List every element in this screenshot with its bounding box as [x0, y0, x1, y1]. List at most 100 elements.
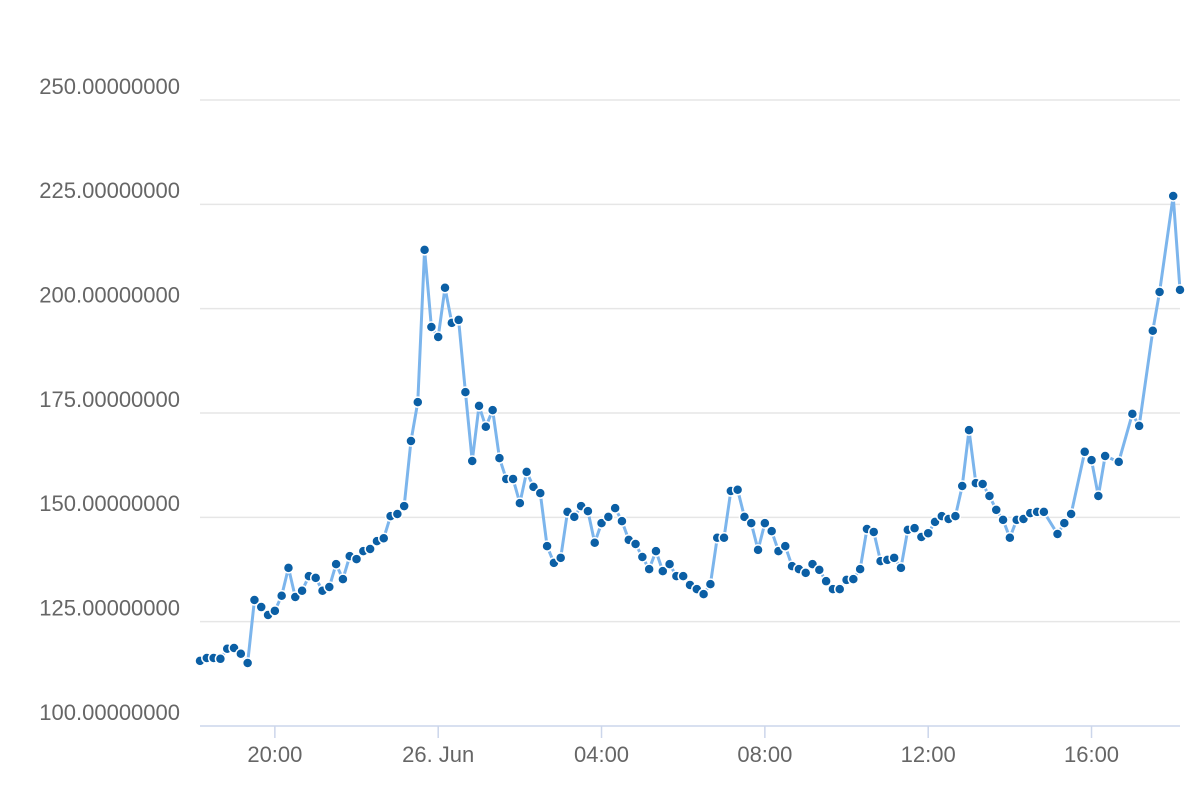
data-point — [663, 558, 676, 570]
data-point — [983, 490, 996, 502]
data-point — [833, 583, 846, 595]
data-point — [473, 400, 485, 412]
data-point — [745, 517, 757, 529]
data-point — [582, 505, 594, 517]
data-point — [813, 564, 826, 576]
data-point — [275, 590, 288, 602]
data-point — [1065, 508, 1077, 520]
x-tick-label: 16:00 — [1064, 742, 1119, 767]
y-tick-label: 200.00000000 — [39, 282, 180, 307]
data-point — [309, 572, 322, 584]
data-point — [214, 653, 227, 665]
data-point — [895, 562, 907, 574]
x-tick-label: 26. Jun — [402, 742, 474, 767]
data-point — [493, 452, 506, 464]
data-point — [1038, 506, 1050, 518]
data-point — [650, 545, 662, 557]
y-tick-label: 100.00000000 — [39, 700, 180, 725]
data-point — [418, 244, 431, 256]
y-tick-label: 175.00000000 — [39, 387, 180, 412]
data-point — [697, 588, 710, 600]
data-point — [1085, 454, 1098, 466]
data-line — [199, 194, 1182, 665]
y-tick-label: 250.00000000 — [39, 74, 180, 99]
data-point — [949, 510, 962, 522]
data-point — [731, 484, 744, 496]
data-point — [657, 565, 669, 577]
data-point — [1051, 528, 1064, 540]
data-point — [1004, 532, 1016, 544]
data-point — [459, 386, 472, 398]
data-point — [452, 314, 465, 326]
data-point — [765, 525, 778, 537]
data-point — [820, 575, 832, 587]
data-point — [956, 480, 968, 492]
data-point — [534, 487, 547, 499]
data-point — [1078, 446, 1091, 458]
data-point — [323, 581, 336, 593]
data-point — [507, 473, 519, 485]
data-point — [269, 605, 281, 617]
data-point — [486, 404, 499, 416]
data-point — [718, 532, 730, 544]
data-point — [854, 563, 866, 575]
data-point — [779, 540, 792, 552]
data-point — [1147, 325, 1159, 337]
data-point — [677, 570, 689, 582]
data-point — [752, 544, 764, 556]
data-point — [1174, 284, 1186, 296]
data-point — [439, 282, 451, 294]
data-point — [405, 435, 417, 447]
x-tick-label: 08:00 — [737, 742, 792, 767]
data-point — [554, 552, 567, 564]
data-point — [1099, 450, 1111, 462]
data-point — [1058, 517, 1071, 529]
data-point — [241, 657, 254, 669]
data-point — [330, 558, 342, 570]
data-point — [908, 522, 921, 534]
data-point — [480, 421, 492, 433]
data-point — [1126, 408, 1139, 420]
data-point — [541, 540, 553, 552]
data-point — [432, 331, 444, 343]
data-point — [296, 585, 308, 597]
y-tick-label: 225.00000000 — [39, 178, 180, 203]
data-point — [1133, 420, 1145, 432]
data-point — [976, 478, 989, 490]
data-point — [255, 601, 267, 613]
data-point — [1167, 190, 1179, 202]
data-point — [391, 508, 404, 520]
data-point — [1153, 286, 1166, 298]
data-point — [248, 594, 261, 606]
data-point — [1092, 490, 1105, 502]
data-point — [616, 515, 628, 527]
data-point — [350, 553, 363, 565]
x-tick-label: 04:00 — [574, 742, 629, 767]
data-point — [568, 511, 581, 523]
y-tick-label: 150.00000000 — [39, 491, 180, 516]
data-point — [282, 562, 295, 574]
data-point — [588, 537, 601, 549]
data-point — [1113, 456, 1125, 468]
data-point — [636, 551, 649, 563]
data-point — [847, 573, 860, 585]
y-tick-label: 125.00000000 — [39, 595, 180, 620]
data-point — [922, 527, 934, 539]
data-point — [643, 563, 655, 575]
data-point — [602, 511, 615, 523]
data-point — [609, 502, 621, 514]
data-point — [425, 321, 438, 333]
data-point — [378, 532, 390, 544]
x-tick-label: 12:00 — [901, 742, 956, 767]
data-point — [868, 526, 880, 538]
data-point — [759, 517, 771, 529]
data-point — [364, 543, 376, 555]
data-point — [704, 578, 717, 590]
data-point — [629, 538, 642, 550]
data-point — [963, 424, 975, 436]
data-point — [466, 455, 478, 467]
data-point — [235, 648, 247, 660]
data-point — [799, 567, 812, 579]
data-point — [888, 552, 900, 564]
